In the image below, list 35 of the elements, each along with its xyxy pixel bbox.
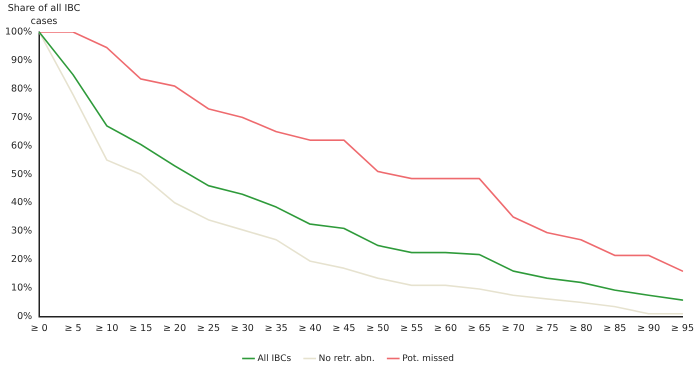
x-tick-label: ≥ 0 xyxy=(30,322,48,334)
legend-label: No retr. abn. xyxy=(318,354,375,364)
y-tick-label: 10% xyxy=(11,282,32,294)
x-tick-label: ≥ 20 xyxy=(163,322,186,334)
legend-label: All IBCs xyxy=(258,354,292,364)
y-tick-label: 50% xyxy=(11,168,32,180)
y-tick-label: 90% xyxy=(11,54,32,66)
x-tick-label: ≥ 70 xyxy=(502,322,525,334)
y-tick-label: 0% xyxy=(17,311,32,322)
x-tick-label: ≥ 15 xyxy=(129,322,152,334)
x-tick-label: ≥ 55 xyxy=(400,322,424,334)
y-axis-title: Share of all IBC cases xyxy=(6,2,82,28)
y-tick-label: 30% xyxy=(11,226,32,237)
x-tick-label: ≥ 85 xyxy=(603,322,626,334)
legend-label: Pot. missed xyxy=(402,354,454,364)
x-tick-label: ≥ 25 xyxy=(196,322,220,334)
x-tick-label: ≥ 75 xyxy=(535,322,559,334)
x-tick-label: ≥ 35 xyxy=(264,322,288,334)
y-tick-label: 80% xyxy=(11,83,32,94)
x-tick-label: ≥ 80 xyxy=(569,322,592,334)
y-tick-label: 100% xyxy=(4,26,32,38)
y-tick-label: 20% xyxy=(11,254,32,266)
x-tick-label: ≥ 30 xyxy=(230,322,254,334)
x-tick-label: ≥ 45 xyxy=(332,322,356,334)
x-tick-label: ≥ 65 xyxy=(468,322,491,334)
x-tick-label: ≥ 40 xyxy=(298,322,322,334)
x-tick-label: ≥ 90 xyxy=(637,322,660,334)
x-tick-label: ≥ 5 xyxy=(64,322,82,334)
y-tick-label: 70% xyxy=(11,112,32,123)
y-tick-label: 40% xyxy=(11,197,32,208)
x-tick-label: ≥ 60 xyxy=(434,322,457,334)
y-tick-label: 60% xyxy=(11,140,32,152)
x-tick-label: ≥ 95 xyxy=(670,322,694,334)
x-tick-label: ≥ 50 xyxy=(366,322,390,334)
x-tick-label: ≥ 10 xyxy=(95,322,118,334)
